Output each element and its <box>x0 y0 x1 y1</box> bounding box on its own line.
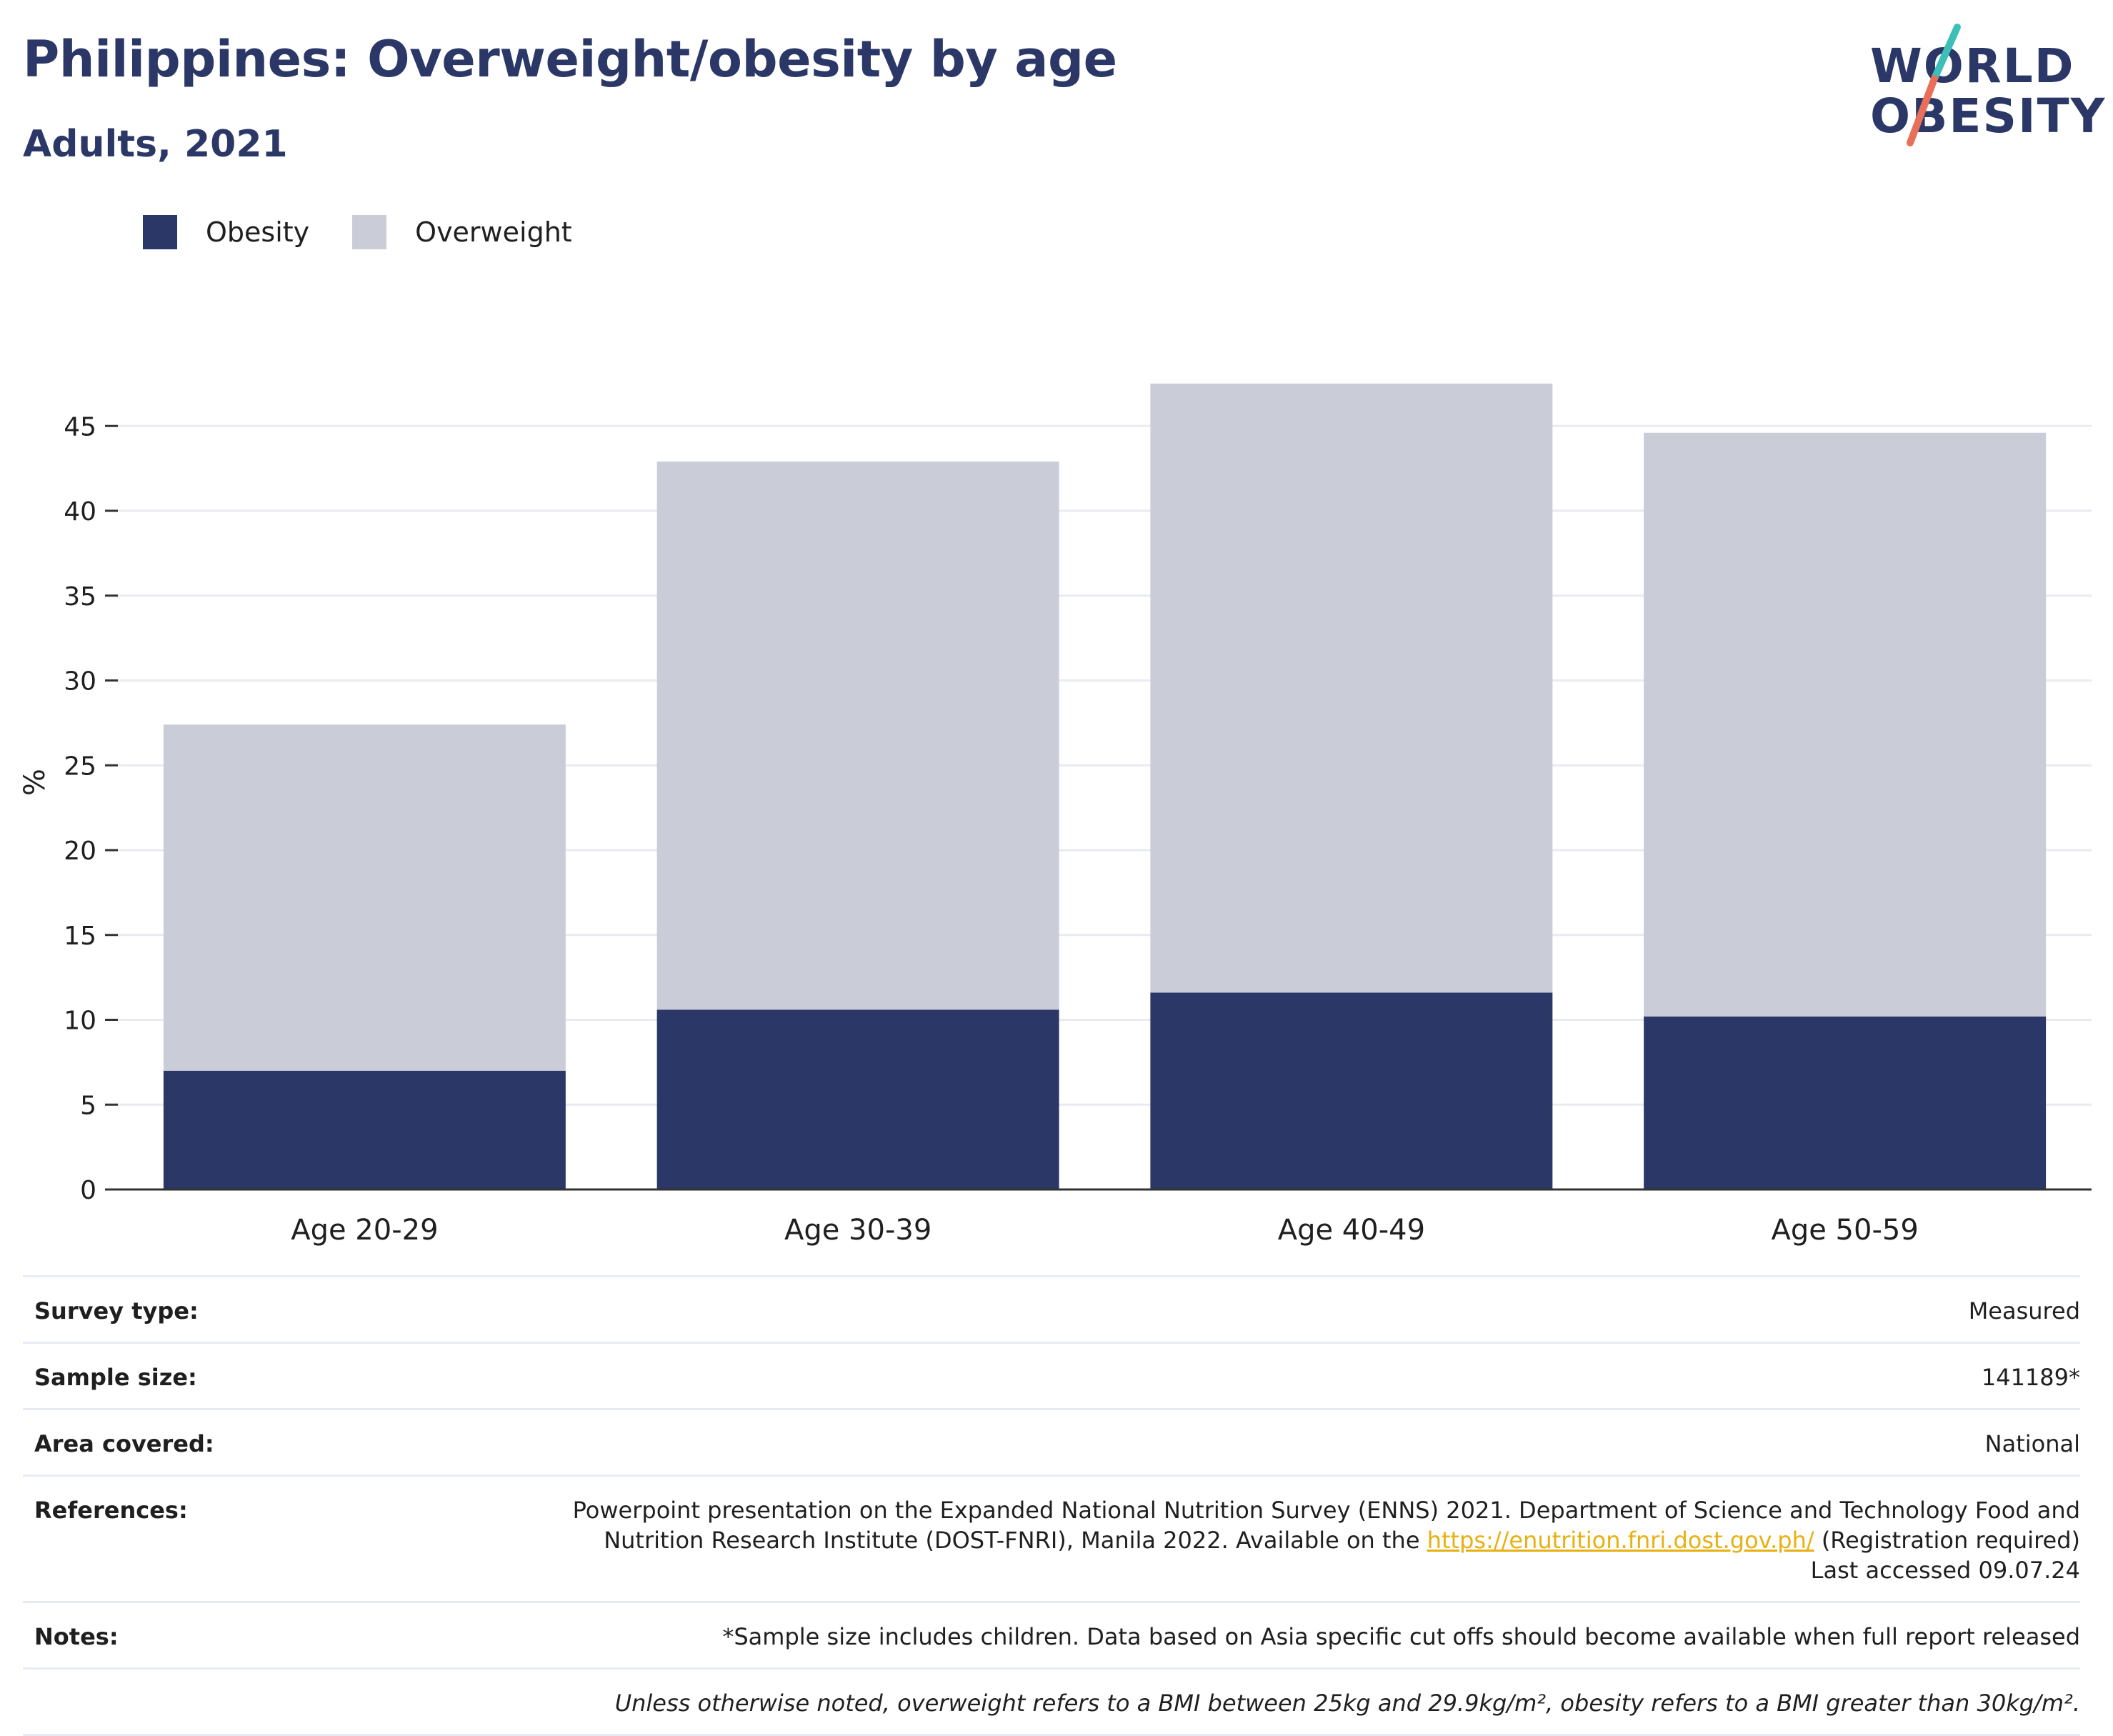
footnote: Unless otherwise noted, overweight refer… <box>614 1690 2080 1717</box>
logo-line-2: OBESITY <box>1870 89 2107 144</box>
references-label: References: <box>34 1497 188 1524</box>
survey-type-value: Measured <box>1968 1297 2080 1325</box>
chart-title: Philippines: Overweight/obesity by age <box>23 30 1117 89</box>
y-tick-label: 40 <box>64 497 96 527</box>
info-row-footnote: Unless otherwise noted, overweight refer… <box>23 1667 2080 1736</box>
info-row-sample-size: Sample size: 141189* <box>23 1342 2080 1408</box>
bar-obesity-3[interactable] <box>1150 992 1553 1190</box>
references-text-1: Powerpoint presentation on the Expanded … <box>572 1497 2080 1554</box>
info-row-survey-type: Survey type: Measured <box>23 1275 2080 1342</box>
references-link[interactable]: https://enutrition.fnri.dost.gov.ph/ <box>1427 1527 1814 1554</box>
y-tick-label: 5 <box>80 1091 96 1120</box>
bar-obesity-1[interactable] <box>163 1070 566 1189</box>
chart-subtitle: Adults, 2021 <box>23 123 288 166</box>
legend-item-overweight[interactable]: Overweight <box>352 215 572 249</box>
x-tick-label: Age 30-39 <box>784 1214 931 1247</box>
bar-obesity-2[interactable] <box>656 1009 1059 1189</box>
logo-line-1: WORLD <box>1870 39 2075 94</box>
area-label: Area covered: <box>34 1430 214 1457</box>
notes-value: *Sample size includes children. Data bas… <box>722 1623 2080 1650</box>
y-tick-label: 0 <box>80 1176 96 1205</box>
notes-label: Notes: <box>34 1623 119 1650</box>
y-tick-label: 25 <box>64 752 96 781</box>
x-tick-label: Age 40-49 <box>1278 1214 1425 1247</box>
references-text-2: (Registration required) Last accessed 09… <box>1810 1527 2080 1584</box>
sample-size-label: Sample size: <box>34 1364 197 1391</box>
world-obesity-logo: WORLD OBESITY <box>1857 21 2104 150</box>
y-tick-label: 30 <box>64 667 96 697</box>
y-axis-ticks: 0 5 10 15 20 25 30 35 40 45 <box>64 412 118 1205</box>
x-tick-label: Age 50-59 <box>1771 1214 1918 1247</box>
references-value: Powerpoint presentation on the Expanded … <box>566 1495 2080 1585</box>
legend-item-obesity[interactable]: Obesity <box>143 215 309 249</box>
bar-overweight-1[interactable] <box>163 724 566 1071</box>
bars <box>163 383 2047 1190</box>
legend-swatch-obesity <box>143 215 177 249</box>
legend-label-overweight: Overweight <box>415 216 572 248</box>
bar-overweight-2[interactable] <box>656 462 1059 1010</box>
y-tick-label: 10 <box>64 1007 96 1036</box>
x-tick-label: Age 20-29 <box>291 1214 438 1247</box>
x-axis-ticks: Age 20-29 Age 30-39 Age 40-49 Age 50-59 <box>291 1214 1919 1247</box>
bar-overweight-3[interactable] <box>1150 383 1553 993</box>
bar-overweight-4[interactable] <box>1644 432 2047 1017</box>
sample-size-value: 141189* <box>1981 1364 2080 1391</box>
y-tick-label: 15 <box>64 922 96 951</box>
y-tick-label: 20 <box>64 837 96 866</box>
info-row-area: Area covered: National <box>23 1408 2080 1475</box>
bar-obesity-4[interactable] <box>1644 1016 2047 1189</box>
info-row-references: References: Powerpoint presentation on t… <box>23 1475 2080 1601</box>
logo-slash-icon <box>1907 24 1961 146</box>
survey-type-label: Survey type: <box>34 1297 199 1325</box>
legend-swatch-overweight <box>352 215 387 249</box>
area-value: National <box>1984 1430 2080 1457</box>
y-tick-label: 35 <box>64 582 96 612</box>
info-table: Survey type: Measured Sample size: 14118… <box>23 1275 2080 1736</box>
chart-legend: Obesity Overweight <box>143 214 615 250</box>
legend-label-obesity: Obesity <box>206 216 310 248</box>
y-axis-label: % <box>19 769 51 796</box>
info-row-notes: Notes: *Sample size includes children. D… <box>23 1601 2080 1667</box>
y-tick-label: 45 <box>64 412 96 442</box>
